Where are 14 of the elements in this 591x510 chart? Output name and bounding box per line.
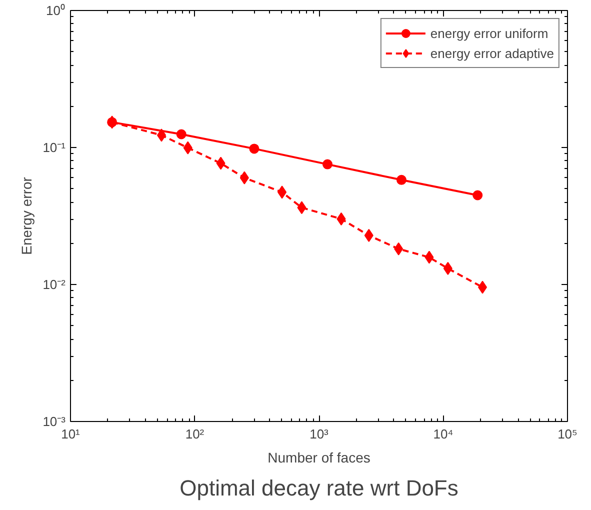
x-tick-label: 10² — [185, 426, 205, 442]
x-tick-label: 10⁵ — [558, 426, 578, 442]
y-tick-label: 10⁻² — [42, 277, 66, 292]
legend-label: energy error adaptive — [430, 46, 554, 60]
x-tick-label: 10³ — [310, 426, 330, 442]
text: Optimal decay rate wrt DoFs — [180, 476, 458, 500]
y-tick-label: 10⁻¹ — [42, 140, 66, 155]
y-axis-title: Energy error — [18, 176, 35, 255]
y-tick-label: 10⁻³ — [42, 414, 66, 429]
legend-label: energy error uniform — [430, 26, 548, 40]
x-tick-label: 10⁴ — [433, 426, 454, 442]
x-tick-label: 10¹ — [61, 426, 81, 442]
y-tick-label: 10⁰ — [46, 3, 66, 18]
x-axis-title: Number of faces — [268, 450, 370, 466]
